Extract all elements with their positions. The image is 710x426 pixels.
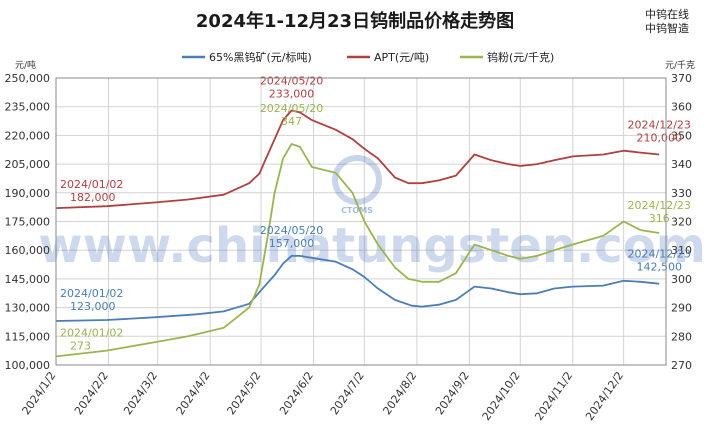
right-tick-label: 290 <box>671 302 692 315</box>
left-tick-label: 205,000 <box>5 158 51 171</box>
x-tick-label: 2024/5/2 <box>224 369 263 417</box>
annotation-value: 142,500 <box>636 261 682 274</box>
annotation-value: 273 <box>70 339 91 352</box>
series-lines <box>55 109 660 358</box>
x-tick-label: 2024/12/2 <box>583 369 626 423</box>
legend-label-apt: APT(元/吨) <box>374 51 429 64</box>
x-tick-label: 2024/8/2 <box>380 369 419 417</box>
x-tick-label: 2024/9/2 <box>433 369 472 417</box>
x-axis-ticks: 2024/1/2 2024/2/2 2024/3/2 2024/4/2 2024/5/2… <box>19 369 626 423</box>
annotation-date: 2024/01/02 <box>60 178 123 191</box>
annotation-value: 347 <box>281 115 302 128</box>
annotation-value: 210,000 <box>636 132 682 145</box>
plot-border <box>55 77 667 366</box>
legend: 65%黑钨矿(元/标吨) APT(元/吨) 钨粉(元/千克) <box>182 50 554 64</box>
left-tick-label: 175,000 <box>5 216 51 229</box>
right-tick-label: 320 <box>671 216 692 229</box>
left-tick-label: 145,000 <box>5 273 51 286</box>
annotation-value: 182,000 <box>70 191 116 204</box>
left-tick-label: 190,000 <box>5 187 51 200</box>
x-tick-label: 2024/2/2 <box>72 369 111 417</box>
annotation-date: 2024/12/23 <box>628 119 691 132</box>
left-tick-label: 130,000 <box>5 302 51 315</box>
annotation-value: 316 <box>649 212 670 225</box>
watermark: CTOMS www.chinatungsten.com <box>38 155 706 274</box>
series-line-powder <box>55 143 660 358</box>
x-tick-label: 2024/3/2 <box>121 369 160 417</box>
x-tick-label: 2024/7/2 <box>328 369 367 417</box>
left-axis-ticks: 100,000 115,000 130,000 145,000 160,000 175,0… <box>5 72 51 372</box>
x-tick-label: 2024/11/2 <box>532 369 575 423</box>
left-tick-label: 235,000 <box>5 101 51 114</box>
annotation-value: 157,000 <box>269 237 315 250</box>
right-tick-label: 270 <box>671 359 692 372</box>
x-tick-label: 2024/4/2 <box>174 369 213 417</box>
x-tick-label: 2024/6/2 <box>277 369 316 417</box>
x-tick-label: 2024/10/2 <box>480 369 523 423</box>
legend-label-ore: 65%黑钨矿(元/标吨) <box>209 50 312 64</box>
left-tick-label: 115,000 <box>5 330 51 343</box>
annotation-date: 2024/05/20 <box>260 75 323 88</box>
annotation-date: 2024/05/20 <box>260 224 323 237</box>
left-tick-label: 100,000 <box>5 359 51 372</box>
x-tick-label: 2024/1/2 <box>19 369 58 417</box>
right-tick-label: 330 <box>671 187 692 200</box>
brand-line-2: 中钨智造 <box>645 21 689 35</box>
right-tick-label: 300 <box>671 273 692 286</box>
left-axis-unit: 元/吨 <box>15 59 36 71</box>
right-axis-ticks: 270 280 290 300 310 320 330 340 350 360 370 <box>671 72 692 372</box>
annotations: 2024/01/02182,0002024/05/20233,0002024/1… <box>60 75 691 353</box>
annotation-date: 2024/12/23 <box>628 248 691 261</box>
annotation-date: 2024/12/23 <box>628 199 691 212</box>
left-tick-label: 250,000 <box>5 72 51 85</box>
watermark-logo-text: CTOMS <box>341 206 373 215</box>
legend-label-powder: 钨粉(元/千克) <box>487 51 554 64</box>
right-tick-label: 350 <box>671 129 692 142</box>
right-tick-label: 340 <box>671 158 692 171</box>
series-line-apt <box>55 109 660 209</box>
right-tick-label: 310 <box>671 244 692 257</box>
right-axis-unit: 元/千克 <box>665 60 695 71</box>
annotation-date: 2024/01/02 <box>60 326 123 339</box>
annotation-date: 2024/01/02 <box>60 287 123 300</box>
brand-line-1: 中钨在线 <box>645 7 689 21</box>
annotation-date: 2024/05/20 <box>260 102 323 115</box>
left-tick-label: 220,000 <box>5 129 51 142</box>
right-tick-label: 280 <box>671 330 692 343</box>
watermark-text: www.chinatungsten.com <box>38 218 705 274</box>
right-tick-label: 360 <box>671 101 692 114</box>
right-tick-label: 370 <box>671 72 692 85</box>
chart-title: 2024年1-12月23日钨制品价格走势图 <box>196 10 514 32</box>
left-tick-label: 160,000 <box>5 244 51 257</box>
annotation-value: 123,000 <box>70 300 116 313</box>
annotation-value: 233,000 <box>269 88 315 101</box>
